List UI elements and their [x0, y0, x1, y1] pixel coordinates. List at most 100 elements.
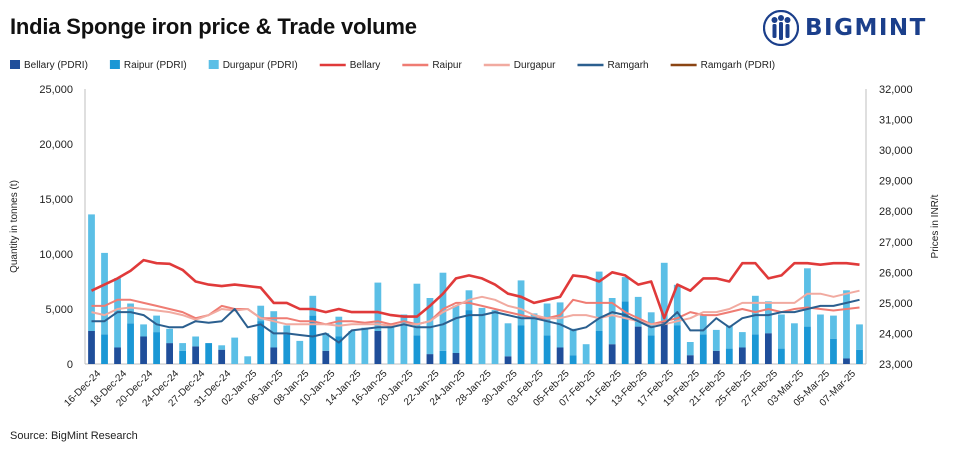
- bar-raipur-pdri: [439, 350, 447, 364]
- bar-raipur-pdri: [543, 335, 551, 364]
- right-tick-label: 27,000: [879, 237, 913, 249]
- right-tick-label: 30,000: [879, 145, 913, 157]
- right-tick-label: 29,000: [879, 176, 913, 188]
- line-durgapur: [91, 289, 860, 327]
- bar-bellary-pdri: [426, 354, 434, 364]
- bar-durgapur-pdri: [804, 268, 811, 327]
- bar-raipur-pdri: [309, 315, 317, 364]
- bar-raipur-pdri: [778, 348, 785, 364]
- bar-raipur-pdri: [127, 323, 134, 364]
- bar-raipur-pdri: [830, 338, 837, 364]
- line-ramgarh: [91, 298, 860, 344]
- left-tick-label: 0: [67, 359, 73, 371]
- bar-durgapur-pdri: [634, 296, 642, 327]
- bar-raipur-pdri: [647, 335, 655, 364]
- bar-bellary-pdri: [634, 326, 642, 364]
- bar-bellary-pdri: [712, 350, 720, 364]
- bar-durgapur-pdri: [426, 298, 434, 355]
- chart-frame: [84, 89, 867, 365]
- legend-label: Bellary: [350, 60, 381, 71]
- bar-durgapur-pdri: [699, 315, 707, 335]
- source-note: Source: BigMint Research: [10, 430, 138, 442]
- bar-bellary-pdri: [374, 331, 382, 364]
- bar-durgapur-pdri: [543, 303, 551, 336]
- bar-durgapur-pdri: [725, 325, 733, 349]
- bar-durgapur-pdri: [660, 262, 668, 323]
- y-axis-left-label: Quantity in tonnes (t): [9, 180, 20, 273]
- bar-durgapur-pdri: [582, 344, 590, 364]
- bar-raipur-pdri: [205, 343, 213, 364]
- right-tick-label: 32,000: [879, 84, 913, 96]
- bar-durgapur-pdri: [101, 252, 108, 335]
- bar-bellary-pdri: [218, 349, 226, 364]
- bar-durgapur-pdri: [517, 280, 525, 326]
- bar-raipur-pdri: [517, 325, 525, 364]
- bar-bellary-pdri: [738, 347, 746, 364]
- bar-raipur-pdri: [465, 310, 473, 364]
- bar-raipur-pdri: [725, 348, 733, 364]
- bar-raipur-pdri: [699, 334, 707, 364]
- bar-durgapur-pdri: [257, 305, 265, 322]
- legend-label: Ramgarh: [607, 60, 648, 71]
- bar-bellary-pdri: [764, 333, 772, 364]
- bar-bellary-pdri: [192, 346, 200, 364]
- bigmint-logo-icon: [763, 10, 799, 46]
- legend-swatch: [109, 60, 120, 69]
- bar-raipur-pdri: [621, 301, 629, 364]
- bar-durgapur-pdri: [179, 343, 187, 351]
- bar-durgapur-pdri: [270, 311, 278, 348]
- legend-label: Ramgarh (PDRI): [701, 60, 775, 71]
- bar-raipur-pdri: [595, 331, 603, 364]
- bar-raipur-pdri: [101, 334, 108, 364]
- bar-durgapur-pdri: [192, 336, 200, 347]
- bar-durgapur-pdri: [296, 340, 304, 364]
- line-layer: [90, 258, 860, 344]
- legend-label: Bellary (PDRI): [24, 60, 88, 71]
- bar-durgapur-pdri: [491, 310, 499, 364]
- bar-durgapur-pdri: [778, 314, 785, 349]
- bar-raipur-pdri: [283, 334, 291, 364]
- axes-layer: 0 5,000 10,000 15,000 20,000 25,000 23,000 24,0…: [9, 84, 941, 409]
- bar-bellary-pdri: [843, 358, 850, 364]
- legend-swatch: [208, 60, 219, 69]
- line-raipur: [91, 298, 860, 326]
- bar-bellary-pdri: [322, 350, 330, 364]
- bar-durgapur-pdri: [88, 214, 95, 331]
- bar-raipur-pdri: [413, 335, 421, 364]
- bar-raipur-pdri: [856, 349, 863, 364]
- chart-title: India Sponge iron price & Trade volume: [10, 14, 417, 39]
- bar-bellary-pdri: [686, 355, 694, 364]
- bar-durgapur-pdri: [283, 325, 291, 335]
- bar-raipur-pdri: [257, 321, 265, 364]
- bar-durgapur-pdri: [621, 277, 629, 302]
- right-tick-label: 24,000: [879, 328, 913, 340]
- bar-raipur-pdri: [751, 334, 759, 364]
- right-tick-label: 31,000: [879, 115, 913, 127]
- brand-name: BIGMINT: [805, 15, 927, 41]
- bar-durgapur-pdri: [686, 342, 694, 356]
- right-tick-label: 26,000: [879, 267, 913, 279]
- legend-label: Durgapur: [514, 60, 556, 71]
- y-axis-right-label: Prices in INR/t: [930, 194, 941, 258]
- bar-bellary-pdri: [556, 347, 564, 364]
- right-tick-label: 25,000: [879, 298, 913, 310]
- bar-bellary-pdri: [608, 344, 616, 364]
- bar-bellary-pdri: [660, 322, 668, 364]
- bar-raipur-pdri: [804, 326, 811, 364]
- bar-bellary-pdri: [88, 331, 95, 364]
- bar-durgapur-pdri: [127, 303, 134, 324]
- legend-label: Durgapur (PDRI): [223, 60, 298, 71]
- legend-swatch: [10, 60, 20, 69]
- bar-durgapur-pdri: [218, 345, 226, 350]
- bar-durgapur-pdri: [830, 315, 837, 339]
- bar-durgapur-pdri: [817, 314, 824, 364]
- bar-durgapur-pdri: [400, 314, 408, 364]
- bar-raipur-pdri: [569, 355, 577, 364]
- bar-durgapur-pdri: [374, 282, 382, 331]
- bar-durgapur-pdri: [387, 323, 395, 364]
- bar-raipur-pdri: [673, 325, 681, 364]
- bar-durgapur-pdri: [504, 323, 512, 357]
- bar-durgapur-pdri: [413, 283, 421, 336]
- bar-durgapur-pdri: [231, 337, 239, 364]
- bar-durgapur-pdri: [856, 324, 863, 350]
